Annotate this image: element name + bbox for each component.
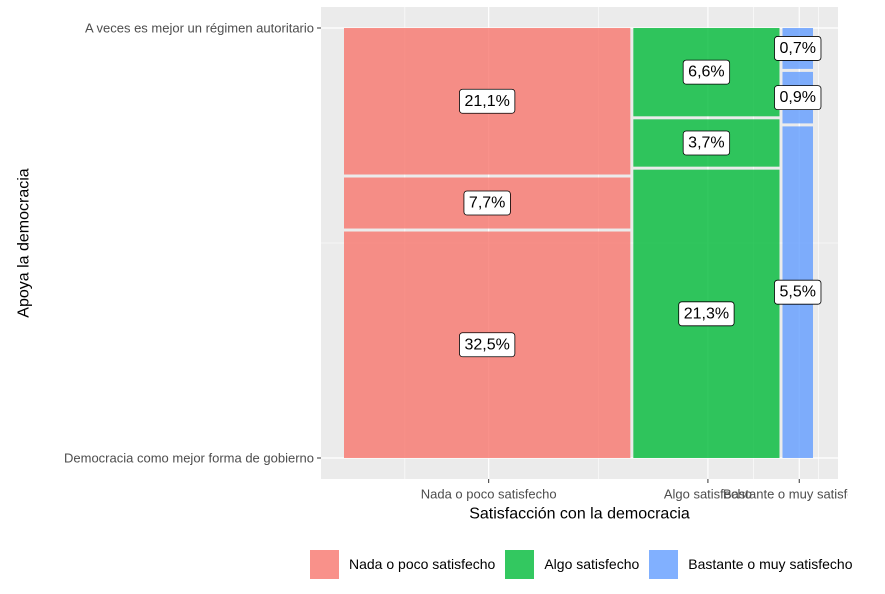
data-label: 21,1% xyxy=(459,88,516,114)
x-tick-label: Nada o poco satisfecho xyxy=(421,487,557,502)
data-label-box xyxy=(774,36,822,61)
data-label-box xyxy=(678,301,735,327)
data-label-text: 0,7% xyxy=(780,40,816,57)
data-label: 7,7% xyxy=(463,190,511,216)
x-tick-label: Algo satisfecho xyxy=(664,487,752,502)
data-label-text: 3,7% xyxy=(688,134,724,151)
y-tick-label: A veces es mejor un régimen autoritario xyxy=(85,21,314,36)
data-label-text: 21,1% xyxy=(464,93,509,110)
data-label-box xyxy=(682,130,731,156)
data-label-box xyxy=(459,332,516,358)
data-label-text: 6,6% xyxy=(688,64,724,81)
data-label: 21,3% xyxy=(678,301,735,327)
x-axis-title: Satisfacción con la democracia xyxy=(469,506,690,523)
legend-item-nada-o-poco-satisfecho: Nada o poco satisfecho xyxy=(310,549,496,579)
y-tick-label: Democracia como mejor forma de gobierno xyxy=(64,451,314,466)
data-label-box xyxy=(459,88,516,114)
data-label-box xyxy=(682,59,731,85)
legend-swatch xyxy=(649,549,679,579)
y-axis-title: Apoya la democracia xyxy=(16,168,33,318)
data-label-text: 21,3% xyxy=(684,305,729,322)
data-label-text: 5,5% xyxy=(780,284,816,301)
legend: Nada o poco satisfecho Algo satisfecho Bas… xyxy=(310,548,862,580)
legend-item-algo-satisfecho: Algo satisfecho xyxy=(505,549,640,579)
legend-swatch xyxy=(505,549,535,579)
data-label: 6,6% xyxy=(682,59,731,85)
data-label-box xyxy=(463,190,511,216)
legend-item-bastante-o-muy-satisfecho: Bastante o muy satisfecho xyxy=(649,549,853,579)
x-tick-labels: Nada o poco satisfecho Algo satisfechoBas… xyxy=(421,487,875,502)
data-label: 3,7% xyxy=(682,130,731,156)
legend-label: Algo satisfecho xyxy=(544,556,640,572)
x-tick-label: Bastante o muy satisfecho xyxy=(723,487,875,502)
data-label-box xyxy=(774,85,822,111)
data-label: 0,7% xyxy=(774,36,822,61)
data-label-box xyxy=(774,279,822,305)
data-label: 5,5% xyxy=(774,279,822,305)
data-label: 32,5% xyxy=(459,332,516,358)
plot-area: 32,5% 7,7% 21,1% 21,3% 3,7% 6,6% 5,5% 0,9% 0,7% A… xyxy=(16,7,875,523)
legend-label: Bastante o muy satisfecho xyxy=(688,556,853,572)
data-label: 0,9% xyxy=(774,85,822,111)
legend-swatch xyxy=(310,549,339,579)
data-label-text: 32,5% xyxy=(464,336,509,353)
data-label-text: 7,7% xyxy=(469,195,505,212)
data-label-text: 0,9% xyxy=(780,89,816,106)
legend-label: Nada o poco satisfecho xyxy=(349,556,496,572)
